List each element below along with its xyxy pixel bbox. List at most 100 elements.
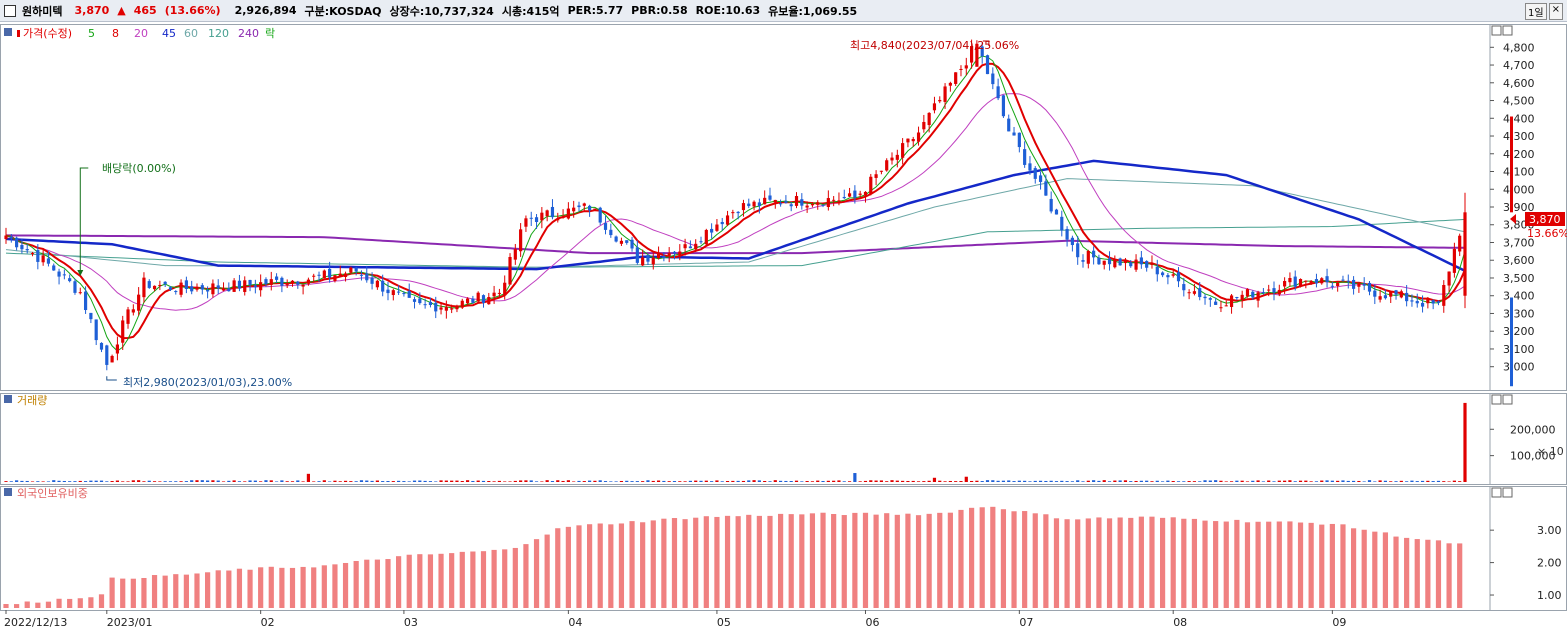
price-tick-label: 3,300	[1503, 307, 1535, 320]
volume-bar	[572, 481, 576, 482]
candle-body	[137, 294, 141, 311]
volume-bar	[688, 480, 692, 482]
stock-chart[interactable]: 3,000 3,100 3,200 3,300 3,400 3,500 3,600 3,700…	[0, 22, 1567, 630]
legend-ex-rights: 락	[265, 27, 275, 40]
foreign-ratio-bar	[1138, 516, 1144, 608]
candle-body	[1139, 257, 1143, 265]
volume-bar	[874, 480, 878, 482]
volume-bar	[853, 473, 857, 482]
candle-body	[794, 195, 799, 206]
pane-minimize-icon[interactable]	[1491, 394, 1502, 405]
candle-body	[938, 99, 942, 102]
foreign-ratio-bar	[1414, 539, 1420, 608]
candle-body	[1415, 301, 1419, 304]
volume-bar	[582, 481, 586, 482]
foreign-ratio-bar	[1159, 517, 1166, 608]
volume-bar	[15, 480, 19, 482]
volume-bar	[954, 481, 958, 482]
select-checkbox[interactable]	[4, 4, 16, 17]
volume-bar	[227, 480, 231, 482]
candle-body	[4, 235, 8, 240]
foreign-ratio-bar	[958, 509, 964, 608]
candle-body	[1235, 297, 1239, 299]
current-pct-label: 13.66%	[1527, 227, 1567, 240]
volume-bar	[1224, 481, 1228, 482]
pane-close-icon[interactable]	[1502, 394, 1513, 405]
period-button[interactable]: 1일	[1525, 3, 1547, 20]
foreign-ratio-bar	[894, 514, 900, 608]
volume-bar	[1330, 480, 1334, 482]
chart-header: 원하미텍 3,870 ▲ 465 (13.66%) 2,926,894 구분:K…	[0, 0, 1567, 22]
candle-body	[317, 274, 321, 276]
candle-body	[1076, 243, 1080, 258]
volume-bar	[1182, 481, 1186, 482]
volume-bar	[863, 480, 868, 482]
volume-bar	[57, 480, 61, 482]
candle-body	[41, 255, 45, 263]
volume-bar	[301, 481, 305, 482]
candle-body	[529, 217, 533, 219]
market-cap: 시총:415억	[501, 4, 560, 18]
price-legend-marker	[17, 30, 20, 37]
foreign-pane-toggle-icon[interactable]	[4, 488, 12, 496]
candle-body	[747, 203, 751, 207]
pane-minimize-icon[interactable]	[1491, 25, 1502, 36]
candle-body	[810, 203, 815, 206]
volume-bar	[1431, 481, 1435, 482]
volume-bar	[434, 481, 438, 482]
pane-minimize-icon[interactable]	[1491, 487, 1502, 498]
volume-bar	[280, 480, 284, 482]
foreign-ratio-bar	[194, 573, 200, 608]
pane-toggle-icon[interactable]	[4, 28, 12, 36]
foreign-ratio-bar	[1446, 543, 1452, 608]
foreign-ratio-bar	[1297, 522, 1304, 608]
candle-body	[985, 55, 990, 75]
foreign-tick-label: 3.00	[1537, 524, 1562, 537]
volume-bar	[768, 481, 772, 482]
candle-body	[190, 286, 194, 292]
volume-bar	[895, 480, 899, 482]
candle-body	[227, 288, 231, 292]
pane-close-icon[interactable]	[1502, 487, 1513, 498]
dividend-marker-line	[79, 167, 89, 274]
pane-close-icon[interactable]	[1502, 25, 1513, 36]
candle-body	[901, 143, 905, 158]
candle-body	[1033, 168, 1037, 179]
volume-bar	[545, 480, 549, 482]
volume-bar	[158, 481, 162, 482]
volume-bar	[269, 480, 273, 482]
foreign-ratio-bar	[767, 515, 773, 608]
candle-body	[1420, 302, 1425, 307]
volume-bar	[1150, 481, 1154, 482]
candle-body	[863, 191, 868, 196]
volume-bar	[1436, 480, 1441, 482]
volume-bar	[253, 480, 257, 482]
candle-body	[434, 302, 438, 312]
volume-bar	[635, 481, 639, 482]
volume-bar	[465, 480, 470, 482]
foreign-ratio-bar	[98, 594, 105, 608]
foreign-ratio-bar	[608, 524, 614, 608]
volume-bar	[1463, 402, 1467, 482]
candle-body	[646, 255, 650, 262]
volume-bar	[290, 481, 295, 482]
candle-body	[73, 281, 77, 293]
candle-body	[131, 309, 135, 313]
volume-bar	[1160, 481, 1165, 482]
candle-body	[460, 300, 464, 308]
candle-body	[1155, 266, 1159, 275]
foreign-ratio-bar	[268, 566, 274, 608]
close-icon[interactable]: ×	[1548, 3, 1563, 20]
foreign-ratio-bar	[226, 570, 232, 608]
volume-bar	[1240, 480, 1244, 482]
current-price-label: 3,870	[1529, 213, 1561, 226]
volume-bar	[614, 481, 618, 482]
volume-pane-toggle-icon[interactable]	[4, 395, 12, 403]
candle-body	[105, 345, 109, 365]
volume-bar	[1012, 481, 1016, 482]
volume-bar	[1251, 480, 1255, 482]
foreign-ratio-bar	[1085, 518, 1091, 608]
candle-body	[174, 291, 178, 293]
volume-bar	[471, 480, 475, 482]
volume-bar	[1341, 480, 1345, 482]
